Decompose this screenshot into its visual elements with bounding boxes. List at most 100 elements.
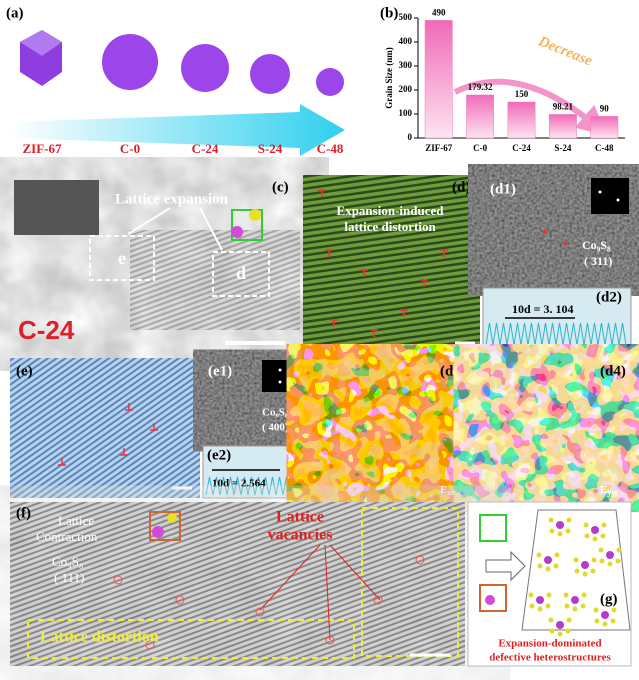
annotation: Lattice — [58, 513, 94, 528]
measurement: 10d = 2.564 — [212, 478, 266, 490]
value-label: 490 — [432, 7, 446, 17]
panel-label: (d3) — [440, 363, 466, 379]
caption: Expansion-dominated — [498, 638, 601, 650]
panel-d1: (d1) Co₉S₈ ( 311) — [483, 175, 631, 285]
panel-a: (a) ZIF-67 C-0 C-24 S-24 C-48 — [6, 5, 345, 156]
annotation: lattice distortion — [344, 219, 436, 234]
schematic-frame — [521, 509, 631, 631]
atom — [591, 526, 599, 534]
atom — [537, 563, 543, 569]
panel-d3: (d3) Exx — [303, 358, 468, 498]
x-tick-label: C-48 — [595, 143, 614, 153]
atom — [584, 533, 590, 539]
strain-map — [303, 358, 468, 498]
panel-e1: (e1) Co₉S₈ ( 400) — [203, 358, 300, 443]
y-tick-label: 400 — [399, 36, 413, 46]
annotation: Lattice expansion — [115, 191, 229, 207]
atom — [152, 526, 164, 538]
panel-f: (f) Lattice Contraction Co₉S₈ ( 111) Lat… — [10, 502, 465, 666]
plane: ( 400) — [262, 422, 289, 434]
panel-e: (e) — [10, 358, 200, 498]
structure — [528, 517, 622, 637]
bar — [466, 94, 495, 139]
spot — [598, 190, 602, 194]
atom — [536, 552, 542, 558]
bar — [590, 116, 619, 139]
cell — [479, 584, 507, 612]
atom — [548, 517, 554, 523]
pointers — [259, 544, 381, 641]
region-box — [212, 251, 270, 297]
pointer — [127, 207, 171, 235]
annotation: vacancies — [268, 527, 333, 544]
spot — [543, 230, 547, 234]
panel-label: (a) — [6, 5, 24, 21]
value-label: 179.32 — [468, 82, 493, 92]
annotation: Expansion-induced — [337, 203, 445, 218]
cell — [479, 514, 507, 542]
atom — [556, 521, 564, 529]
y-tick-label: 500 — [399, 12, 413, 22]
cell — [149, 511, 181, 541]
atom — [485, 595, 495, 605]
cell — [231, 209, 263, 241]
atom — [557, 631, 563, 637]
atom — [571, 596, 579, 604]
atom — [601, 522, 607, 528]
sample-label: C-0 — [120, 141, 140, 156]
panel-label: (d2) — [596, 289, 622, 305]
profile-line — [205, 476, 298, 496]
atom — [565, 528, 571, 534]
atom — [549, 528, 555, 534]
annotation: Decrease — [535, 33, 595, 70]
panel-label: (e2) — [207, 447, 231, 463]
particle — [250, 54, 290, 94]
atom — [548, 617, 554, 623]
caption: defective heterostructures — [489, 652, 611, 664]
inset — [262, 360, 298, 392]
atom — [546, 592, 552, 598]
bar — [507, 101, 536, 139]
atom — [536, 596, 544, 604]
atom — [554, 552, 560, 558]
atom — [581, 592, 587, 598]
panel-label: (d4) — [600, 363, 626, 379]
panel-label: (f) — [16, 505, 31, 521]
strain-map — [470, 358, 631, 498]
atom — [572, 606, 578, 612]
atom — [537, 606, 543, 612]
sample-label: S-24 — [258, 141, 283, 156]
atom — [529, 603, 535, 609]
y-tick-label: 300 — [399, 60, 413, 70]
value-label: 150 — [515, 89, 529, 99]
particle — [316, 68, 344, 96]
lattice-image — [303, 175, 480, 353]
region-box — [89, 235, 155, 281]
atom — [566, 517, 572, 523]
phase: Co₉S₈ — [582, 238, 611, 252]
atom — [598, 547, 604, 553]
phase: Co₉S₈ — [262, 407, 289, 419]
atom — [545, 566, 551, 572]
x-tick-label: C-0 — [473, 143, 487, 153]
atom — [616, 547, 622, 553]
dislocations — [318, 189, 448, 337]
spot — [278, 380, 282, 384]
atom — [574, 568, 580, 574]
atom — [593, 607, 599, 613]
panel-c: e d Lattice expansion (c) C-24 — [10, 175, 300, 353]
atom — [553, 563, 559, 569]
panel-label: (g) — [600, 591, 618, 607]
inset — [14, 180, 99, 235]
y-tick-label: 100 — [399, 108, 413, 118]
arrow-band — [10, 104, 345, 156]
plane: ( 311) — [584, 254, 612, 268]
atom — [583, 522, 589, 528]
atom — [573, 557, 579, 563]
atom — [544, 556, 552, 564]
atom — [592, 536, 598, 542]
spot — [563, 242, 567, 246]
atom — [611, 607, 617, 613]
atom — [528, 592, 534, 598]
annotation: Lattice distortion — [40, 629, 159, 646]
